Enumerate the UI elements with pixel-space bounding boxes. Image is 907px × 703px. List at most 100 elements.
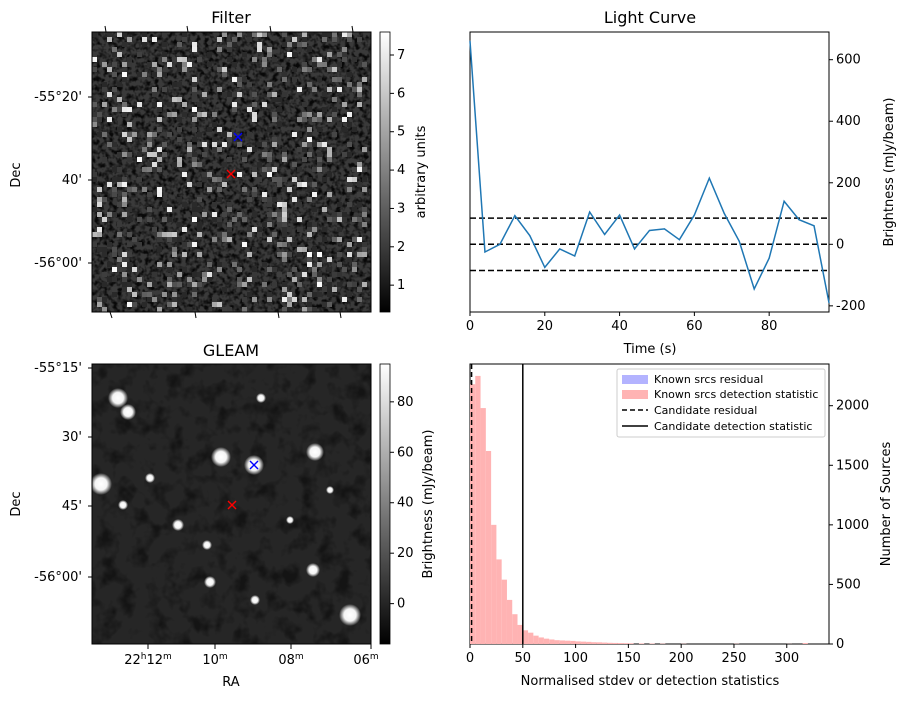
filter-pixel xyxy=(277,202,282,207)
filter-pixel xyxy=(172,237,177,242)
filter-pixel xyxy=(117,222,122,227)
filter-pixel xyxy=(172,57,177,62)
light-curve-title: Light Curve xyxy=(604,8,696,27)
filter-pixel xyxy=(362,207,367,212)
filter-pixel xyxy=(122,132,127,137)
filter-pixel xyxy=(122,102,127,107)
filter-pixel xyxy=(217,267,222,272)
filter-pixel xyxy=(112,187,117,192)
filter-pixel xyxy=(167,112,172,117)
filter-pixel xyxy=(182,62,187,67)
filter-pixel xyxy=(197,207,202,212)
filter-pixel xyxy=(292,162,297,167)
filter-pixel xyxy=(112,47,117,52)
filter-pixel xyxy=(352,87,357,92)
filter-pixel xyxy=(262,142,267,147)
filter-pixel xyxy=(127,267,132,272)
histogram-xtick-label: 200 xyxy=(669,651,694,666)
filter-pixel xyxy=(197,112,202,117)
filter-pixel xyxy=(117,97,122,102)
filter-pixel xyxy=(147,132,152,137)
filter-pixel xyxy=(307,112,312,117)
filter-pixel xyxy=(302,62,307,67)
filter-pixel xyxy=(262,192,267,197)
histogram-bar xyxy=(512,614,517,644)
filter-pixel xyxy=(122,152,127,157)
filter-pixel xyxy=(302,272,307,277)
filter-pixel xyxy=(337,87,342,92)
histogram-bar xyxy=(613,643,618,644)
filter-pixel xyxy=(277,222,282,227)
filter-pixel xyxy=(327,257,332,262)
filter-pixel xyxy=(297,202,302,207)
filter-pixel xyxy=(137,277,142,282)
filter-pixel xyxy=(197,132,202,137)
filter-pixel xyxy=(357,182,362,187)
filter-pixel xyxy=(177,237,182,242)
filter-pixel xyxy=(187,182,192,187)
filter-pixel xyxy=(122,197,127,202)
gleam-ytick-2: 45' xyxy=(62,499,82,514)
light-curve-ytick-label: 600 xyxy=(836,53,861,68)
filter-pixel xyxy=(217,262,222,267)
light-curve-point xyxy=(589,211,590,212)
filter-pixel xyxy=(227,132,232,137)
filter-pixel xyxy=(357,202,362,207)
filter-pixel xyxy=(292,297,297,302)
filter-pixel xyxy=(237,82,242,87)
filter-pixel xyxy=(252,212,257,217)
filter-pixel xyxy=(312,57,317,62)
filter-pixel xyxy=(362,187,367,192)
filter-pixel xyxy=(362,222,367,227)
filter-pixel xyxy=(277,242,282,247)
filter-pixel xyxy=(157,247,162,252)
filter-pixel xyxy=(197,222,202,227)
filter-pixel xyxy=(312,142,317,147)
filter-pixel xyxy=(227,237,232,242)
filter-pixel xyxy=(102,82,107,87)
histogram-bar xyxy=(496,559,501,644)
filter-pixel xyxy=(132,132,137,137)
filter-pixel xyxy=(307,257,312,262)
filter-pixel xyxy=(282,242,287,247)
filter-pixel xyxy=(137,152,142,157)
filter-pixel xyxy=(162,217,167,222)
gleam-source xyxy=(118,500,128,510)
filter-pixel xyxy=(252,272,257,277)
filter-pixel xyxy=(142,37,147,42)
gleam-source xyxy=(256,393,266,403)
filter-pixel xyxy=(357,167,362,172)
filter-pixel xyxy=(272,232,277,237)
filter-colorbar-tick-label: 6 xyxy=(397,86,405,101)
filter-pixel xyxy=(307,262,312,267)
histogram-bar xyxy=(576,641,581,644)
filter-pixel xyxy=(337,122,342,127)
filter-pixel xyxy=(107,37,112,42)
filter-pixel xyxy=(202,172,207,177)
filter-pixel xyxy=(322,227,327,232)
filter-pixel xyxy=(317,162,322,167)
filter-pixel xyxy=(272,92,277,97)
filter-pixel xyxy=(257,227,262,232)
filter-pixel xyxy=(117,257,122,262)
filter-pixel xyxy=(202,212,207,217)
filter-pixel xyxy=(347,122,352,127)
filter-pixel xyxy=(157,147,162,152)
histogram-bar xyxy=(486,451,491,644)
filter-pixel xyxy=(332,217,337,222)
gleam-x-axis: 22h12m 10m 08m 06m RA xyxy=(124,644,378,690)
filter-pixel xyxy=(292,242,297,247)
filter-pixel xyxy=(127,157,132,162)
filter-pixel xyxy=(172,247,177,252)
filter-pixel xyxy=(297,182,302,187)
filter-pixel xyxy=(357,92,362,97)
filter-pixel xyxy=(277,107,282,112)
filter-pixel xyxy=(217,37,222,42)
filter-pixel xyxy=(317,112,322,117)
filter-pixel xyxy=(162,232,167,237)
filter-pixel xyxy=(267,127,272,132)
histogram-xlabel: Normalised stdev or detection statistics xyxy=(521,674,780,689)
filter-pixel xyxy=(282,287,287,292)
filter-pixel xyxy=(112,52,117,57)
filter-pixel xyxy=(102,247,107,252)
